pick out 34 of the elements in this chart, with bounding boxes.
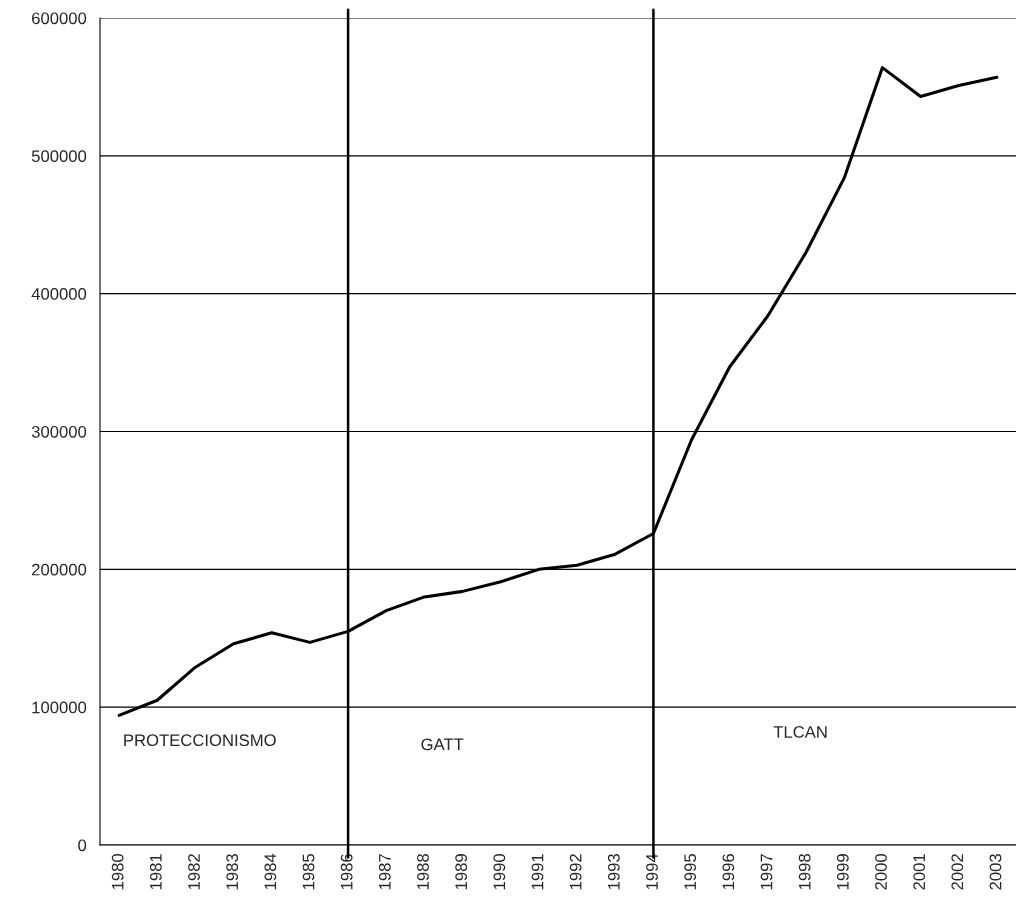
- x-tick-label: 1984: [264, 853, 277, 890]
- x-tick-label: 1997: [760, 854, 773, 890]
- x-tick-label: 2001: [913, 854, 926, 890]
- x-tick-label: 1999: [836, 854, 849, 890]
- y-tick-label: 600000: [32, 12, 87, 25]
- x-tick-label: 2002: [951, 854, 964, 890]
- x-tick-label: 1982: [188, 854, 200, 890]
- y-tick-label: 0: [78, 839, 87, 852]
- x-tick-label: 1996: [722, 854, 735, 890]
- x-tick-label: 1987: [378, 854, 391, 890]
- x-tick-label: 2003: [989, 854, 1002, 890]
- annotation: GATT: [421, 738, 464, 751]
- x-tick-label: 1981: [149, 854, 162, 890]
- x-tick-label: 1992: [569, 854, 582, 890]
- x-tick-label: 1994: [646, 853, 658, 890]
- y-tick-label: 300000: [31, 425, 87, 438]
- annotation: PROTECCIONISMO: [124, 734, 276, 747]
- x-tick-label: 1998: [798, 854, 811, 890]
- x-tick-label: 1990: [493, 853, 506, 890]
- x-tick-label: 2000: [875, 853, 887, 890]
- x-tick-label: 1980: [111, 853, 124, 890]
- y-tick-label: 100000: [32, 701, 87, 714]
- x-tick-label: 1988: [417, 854, 429, 890]
- annotation: TLCAN: [773, 726, 827, 738]
- x-tick-label: 1985: [302, 854, 315, 890]
- y-tick-label: 200000: [32, 563, 87, 576]
- x-tick-label: 1986: [340, 854, 353, 890]
- x-tick-label: 1983: [226, 854, 239, 890]
- x-tick-label: 1991: [531, 854, 544, 890]
- x-tick-label: 1989: [455, 854, 468, 890]
- x-tick-label: 1993: [607, 854, 620, 890]
- y-tick-label: 500000: [31, 150, 87, 163]
- y-tick-label: 400000: [31, 288, 87, 300]
- x-tick-label: 1995: [684, 854, 697, 890]
